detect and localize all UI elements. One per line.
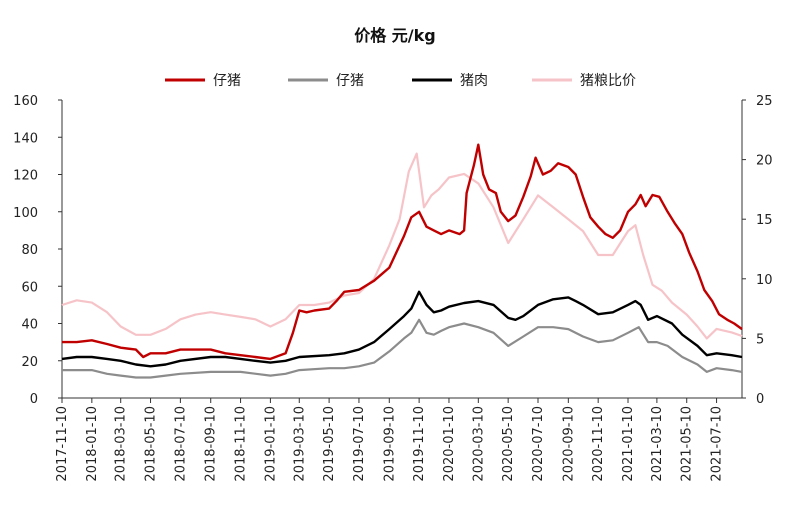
x-tick-label: 2018-09-10 bbox=[204, 406, 219, 482]
y-left-tick-label: 80 bbox=[21, 243, 38, 258]
series-line-0 bbox=[62, 143, 743, 361]
y-left-tick-label: 120 bbox=[13, 169, 38, 184]
legend-label-2: 猪肉 bbox=[460, 73, 488, 89]
chart-title: 价格 元/kg bbox=[354, 26, 436, 45]
y-left-tick-label: 100 bbox=[13, 206, 38, 221]
y-right-tick-label: 0 bbox=[756, 392, 764, 407]
y-left-tick-label: 20 bbox=[21, 355, 38, 370]
y-left-tick-label: 140 bbox=[13, 131, 38, 146]
x-tick-label: 2019-09-10 bbox=[382, 406, 397, 482]
x-tick-label: 2018-03-10 bbox=[114, 406, 129, 482]
x-tick-label: 2021-01-10 bbox=[621, 406, 636, 482]
x-tick-label: 2019-07-10 bbox=[352, 406, 367, 482]
x-tick-label: 2019-11-10 bbox=[412, 406, 427, 482]
legend-label-1: 仔猪 bbox=[336, 73, 364, 89]
series-line-2 bbox=[61, 290, 743, 368]
x-tick-label: 2020-01-10 bbox=[442, 406, 457, 482]
series-line-1 bbox=[62, 318, 743, 379]
legend-label-3: 猪粮比价 bbox=[580, 73, 636, 89]
series-layer bbox=[61, 143, 743, 379]
x-tick-label: 2019-05-10 bbox=[322, 406, 337, 482]
y-right-tick-label: 10 bbox=[756, 273, 773, 288]
legend-label-0: 仔猪 bbox=[213, 73, 241, 89]
x-tick-label: 2021-03-10 bbox=[650, 406, 665, 482]
x-tick-label: 2020-11-10 bbox=[591, 406, 606, 482]
x-tick-label: 2021-05-10 bbox=[680, 406, 695, 482]
y-right-tick-label: 20 bbox=[756, 154, 773, 169]
axes: 0 20 40 60 80 100 120 140 160 0 5 10 15 20 25 2017-11-1… bbox=[13, 94, 772, 482]
y-left-tick-label: 0 bbox=[30, 392, 38, 407]
x-tick-label: 2018-01-10 bbox=[85, 406, 100, 482]
legend: 仔猪 仔猪 猪肉 猪粮比价 bbox=[165, 73, 636, 89]
series-line-3 bbox=[61, 152, 743, 340]
y-left-tick-label: 60 bbox=[21, 280, 38, 295]
x-tick-label: 2020-09-10 bbox=[561, 406, 576, 482]
y-right-tick-label: 25 bbox=[756, 94, 773, 109]
x-tick-label: 2017-11-10 bbox=[55, 406, 70, 482]
x-tick-label: 2020-05-10 bbox=[501, 406, 516, 482]
x-tick-label: 2018-05-10 bbox=[144, 406, 159, 482]
x-tick-label: 2020-03-10 bbox=[471, 406, 486, 482]
x-tick-label: 2018-07-10 bbox=[173, 406, 188, 482]
y-left-tick-label: 40 bbox=[21, 318, 38, 333]
y-right-tick-label: 15 bbox=[756, 213, 773, 228]
y-left-tick-label: 160 bbox=[13, 94, 38, 109]
x-tick-label: 2019-01-10 bbox=[263, 406, 278, 482]
x-tick-label: 2019-03-10 bbox=[292, 406, 307, 482]
x-tick-label: 2018-11-10 bbox=[234, 406, 249, 482]
x-tick-label: 2020-07-10 bbox=[531, 406, 546, 482]
y-right-tick-label: 5 bbox=[756, 332, 764, 347]
x-tick-label: 2021-07-10 bbox=[710, 406, 725, 482]
